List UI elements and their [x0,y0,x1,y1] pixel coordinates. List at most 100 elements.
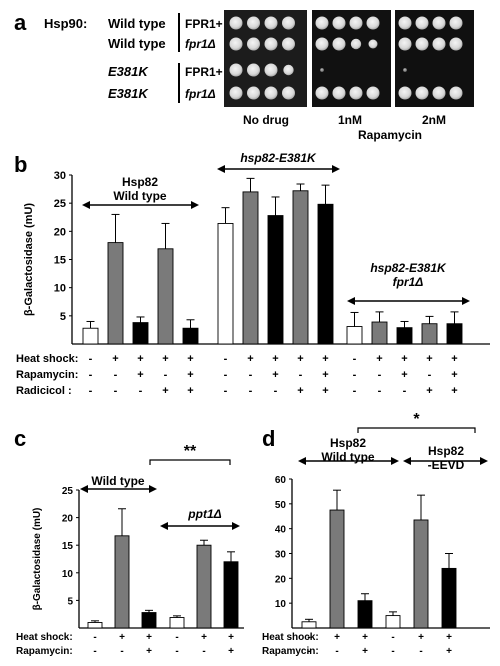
group-arrow-d2-head-right [480,457,488,465]
group-arrow-d1-head-right [391,457,399,465]
colony-spot [229,16,243,30]
y-tick-label: 20 [62,514,74,525]
colony-spot [247,63,260,77]
treatment-mark-heat: + [426,353,432,365]
bar-c-1-2 [114,535,130,629]
colony-spot [366,86,380,100]
bar-d-1-3 [357,600,373,629]
treatment-mark-heat: + [376,353,382,365]
treatment-mark-heat: + [446,632,452,643]
group-arrow-b1-head-right [191,201,199,209]
y-tick-label: 25 [62,486,74,497]
treatment-label-heat: Heat shock: [16,353,78,365]
colony-spot [315,37,329,51]
row-allele-3: E381K [108,64,149,79]
colony-spot [398,86,412,100]
treatment-mark-heat: + [418,632,424,643]
panel-letter-c: c [14,426,26,451]
y-tick-label: 5 [60,311,66,323]
colony-spot [229,63,243,77]
treatment-label-heat: Heat shock: [16,632,73,643]
drug-label-rapamycin: Rapamycin [358,128,422,142]
colony-spot [282,37,295,51]
colony-spot [264,37,278,51]
y-tick-label: 50 [275,500,287,511]
group-label-b1: Wild type [113,189,167,203]
colony-spot [398,16,412,30]
group-arrow-b3-head-left [347,297,355,305]
treatment-mark-rapa: - [93,646,96,657]
treatment-mark-radi: + [162,385,168,397]
bar-b-2-1 [217,222,234,345]
y-tick-label: 10 [62,569,74,580]
row-allele-4: E381K [108,86,149,101]
significance-bracket-c [149,459,231,465]
treatment-mark-heat: + [297,353,303,365]
treatment-mark-rapa: + [451,369,457,381]
treatment-mark-radi: - [353,385,357,397]
treatment-mark-rapa: + [322,369,328,381]
group-label-b3: hsp82-E381K [370,261,447,275]
treatment-mark-radi: - [139,385,143,397]
group-label-d1: Wild type [321,450,375,464]
treatment-mark-rapa: - [164,369,168,381]
treatment-mark-radi: - [114,385,118,397]
treatment-mark-rapa: - [175,646,178,657]
group-arrow-c1-head-left [80,485,88,493]
treatment-mark-rapa: + [272,369,278,381]
colony-spot [247,37,260,51]
significance-bracket-d-label: * [413,411,420,428]
treatment-label-radi: Radicicol : [16,385,72,397]
group-arrow-d2-head-left [403,457,411,465]
colony-spot [282,16,295,30]
treatment-mark-rapa: + [228,646,234,657]
bar-c-1-3 [141,612,157,629]
group-label-d2: Hsp82 [428,444,464,458]
colony-spot [449,16,463,30]
y-axis-label: β-Galactosidase (mU) [23,203,35,316]
treatment-mark-radi: + [426,385,432,397]
y-tick-label: 20 [54,226,66,238]
bar-c-2-3 [223,561,239,629]
bar-b-1-5 [182,327,199,345]
treatment-mark-rapa: - [353,369,357,381]
colony-spot [398,37,412,51]
colony-spot [229,37,243,51]
treatment-mark-heat: + [334,632,340,643]
treatment-mark-radi: + [187,385,193,397]
group-arrow-d1-head-left [298,457,306,465]
y-tick-label: 40 [275,525,287,536]
treatment-mark-radi: - [89,385,93,397]
bar-b-2-3 [267,215,284,345]
group-label-c1: Wild type [91,474,145,488]
treatment-mark-heat: - [93,632,96,643]
colony-spot [350,38,362,50]
group-label-c2: ppt1Δ [187,507,221,521]
colony-spots [229,16,463,100]
treatment-mark-radi: - [249,385,253,397]
colony-spot [349,86,363,100]
colony-spot [349,16,363,30]
significance-bracket-d [357,427,476,433]
treatment-mark-radi: + [322,385,328,397]
treatment-mark-heat: + [187,353,193,365]
treatment-mark-heat: + [247,353,253,365]
group-arrow-c2-head-right [232,522,240,530]
bar-d-2-2 [413,519,429,629]
colony-spot [315,86,329,100]
colony-spot [432,16,446,30]
bar-c-2-1 [169,617,185,629]
colony-spot [264,63,278,77]
treatment-mark-rapa: - [335,646,338,657]
y-tick-label: 60 [275,475,287,486]
panel-letter-b: b [14,152,27,177]
bar-b-3-3 [396,327,413,345]
treatment-mark-rapa: - [120,646,123,657]
treatment-mark-heat: - [175,632,178,643]
group-arrow-c2-head-left [160,522,168,530]
treatment-mark-heat: + [119,632,125,643]
treatment-label-heat: Heat shock: [262,632,319,643]
treatment-mark-heat: - [353,353,357,365]
bar-c-2-2 [196,544,212,629]
